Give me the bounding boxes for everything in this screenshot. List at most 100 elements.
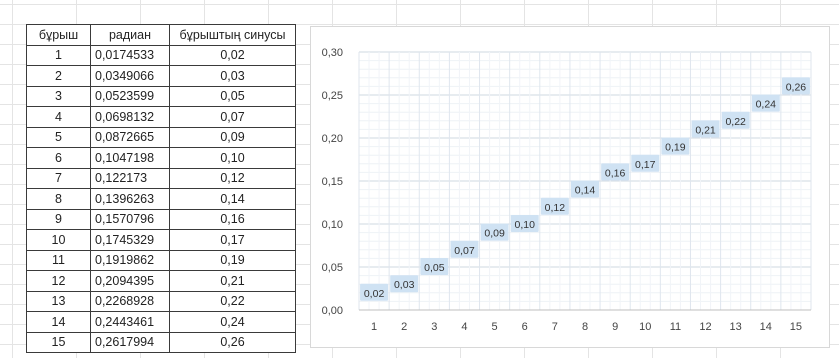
cell-sine[interactable]: 0,17 <box>169 229 296 251</box>
cell-angle[interactable]: 3 <box>26 85 91 107</box>
table-row: 12 0,2094395 0,21 <box>26 270 296 292</box>
data-label: 0,05 <box>424 262 445 274</box>
data-label: 0,03 <box>394 279 415 291</box>
cell-radian[interactable]: 0,0872665 <box>90 126 170 148</box>
cell-radian[interactable]: 0,1570796 <box>90 208 170 230</box>
cell-radian[interactable]: 0,2094395 <box>90 270 170 292</box>
cell-angle[interactable]: 4 <box>26 106 91 128</box>
x-tick-label: 4 <box>461 321 467 333</box>
data-point <box>510 215 539 232</box>
header-sine[interactable]: бұрыштың синусы <box>169 24 296 46</box>
cell-angle[interactable]: 9 <box>26 208 91 230</box>
data-label: 0,26 <box>786 81 807 93</box>
data-label: 0,09 <box>484 228 505 240</box>
x-tick-label: 7 <box>552 321 558 333</box>
data-label: 0,22 <box>725 116 746 128</box>
cell-sine[interactable]: 0,16 <box>169 208 296 230</box>
chart-svg: 0,000,050,100,150,200,250,301 2 3 4 5 6 7 8 9 10 1… <box>322 47 812 333</box>
data-label: 0,24 <box>756 99 777 111</box>
y-tick-label: 0,25 <box>322 90 343 102</box>
cell-sine[interactable]: 0,26 <box>169 331 296 353</box>
x-tick-label: 15 <box>790 321 802 333</box>
cell-sine[interactable]: 0,02 <box>169 44 296 66</box>
y-tick-label: 0,00 <box>322 305 343 317</box>
cell-sine[interactable]: 0,12 <box>169 167 296 189</box>
data-point <box>661 137 690 155</box>
data-label: 0,02 <box>364 288 385 300</box>
cell-radian[interactable]: 0,1919862 <box>90 249 170 271</box>
x-tick-label: 11 <box>670 321 681 333</box>
cell-angle[interactable]: 10 <box>26 229 91 251</box>
cell-radian[interactable]: 0,2617994 <box>90 331 170 353</box>
data-point <box>601 163 630 181</box>
cell-radian[interactable]: 0,1047198 <box>90 147 170 169</box>
cell-radian[interactable]: 0,2268928 <box>90 290 170 312</box>
data-table: бұрыш радиан бұрыштың синусы 1 0,0174533 0… <box>26 24 296 353</box>
data-point <box>360 283 389 301</box>
cell-radian[interactable]: 0,1745329 <box>90 229 170 251</box>
cell-radian[interactable]: 0,1396263 <box>90 188 170 210</box>
data-label: 0,10 <box>515 219 536 231</box>
data-label: 0,16 <box>605 167 626 179</box>
cell-sine[interactable]: 0,07 <box>169 106 296 128</box>
x-tick-label: 5 <box>492 321 498 333</box>
cell-angle[interactable]: 2 <box>26 65 91 87</box>
x-tick-label: 1 <box>371 321 377 333</box>
table-row: 1 0,0174533 0,02 <box>26 44 296 66</box>
cell-radian[interactable]: 0,122173 <box>90 167 170 189</box>
table-row: 6 0,1047198 0,10 <box>26 147 296 169</box>
cell-sine[interactable]: 0,10 <box>169 147 296 169</box>
data-point <box>540 197 569 215</box>
cell-angle[interactable]: 5 <box>26 126 91 148</box>
chart-panel[interactable]: 0,00 0,05 0,10 0,15 0,20 0,25 0,30 1 2 3 4 5 6 7 8 9 10 1… <box>310 26 830 348</box>
cell-radian[interactable]: 0,0698132 <box>90 106 170 128</box>
x-tick-label: 3 <box>431 321 437 333</box>
cell-radian[interactable]: 0,0349066 <box>90 65 170 87</box>
cell-sine[interactable]: 0,21 <box>169 270 296 292</box>
cell-angle[interactable]: 11 <box>26 249 91 271</box>
table-row: 3 0,0523599 0,05 <box>26 85 296 107</box>
header-radian[interactable]: радиан <box>90 24 170 46</box>
x-tick-label: 6 <box>522 321 528 333</box>
table-row: 10 0,1745329 0,17 <box>26 229 296 251</box>
table-row: 9 0,1570796 0,16 <box>26 208 296 230</box>
cell-angle[interactable]: 7 <box>26 167 91 189</box>
cell-angle[interactable]: 6 <box>26 147 91 169</box>
data-point <box>721 111 750 129</box>
cell-angle[interactable]: 14 <box>26 311 91 333</box>
x-tick-label: 14 <box>760 321 772 333</box>
table-row: 4 0,0698132 0,07 <box>26 106 296 128</box>
data-point <box>751 94 780 112</box>
cell-angle[interactable]: 15 <box>26 331 91 353</box>
cell-radian[interactable]: 0,0174533 <box>90 44 170 66</box>
table-row: 15 0,2617994 0,26 <box>26 331 296 353</box>
data-point <box>420 258 449 275</box>
cell-sine[interactable]: 0,14 <box>169 188 296 210</box>
data-label: 0,19 <box>665 142 686 154</box>
x-tick-label: 9 <box>612 321 618 333</box>
cell-sine[interactable]: 0,03 <box>169 65 296 87</box>
cell-angle[interactable]: 12 <box>26 270 91 292</box>
cell-radian[interactable]: 0,0523599 <box>90 85 170 107</box>
cell-angle[interactable]: 8 <box>26 188 91 210</box>
x-tick-label: 2 <box>401 321 407 333</box>
y-tick-label: 0,05 <box>322 262 343 274</box>
data-label: 0,07 <box>454 245 475 257</box>
cell-sine[interactable]: 0,24 <box>169 311 296 333</box>
data-point <box>390 275 419 293</box>
table-row: 13 0,2268928 0,22 <box>26 290 296 312</box>
cell-sine[interactable]: 0,19 <box>169 249 296 271</box>
data-point <box>450 240 479 258</box>
cell-radian[interactable]: 0,2443461 <box>90 311 170 333</box>
y-tick-label: 0,30 <box>322 47 343 59</box>
data-point <box>781 77 810 95</box>
header-angle[interactable]: бұрыш <box>26 24 91 46</box>
data-point <box>691 120 720 138</box>
cell-sine[interactable]: 0,05 <box>169 85 296 107</box>
cell-angle[interactable]: 13 <box>26 290 91 312</box>
data-label: 0,14 <box>575 185 596 197</box>
cell-sine[interactable]: 0,22 <box>169 290 296 312</box>
cell-sine[interactable]: 0,09 <box>169 126 296 148</box>
x-tick-label: 10 <box>639 321 651 333</box>
cell-angle[interactable]: 1 <box>26 44 91 66</box>
